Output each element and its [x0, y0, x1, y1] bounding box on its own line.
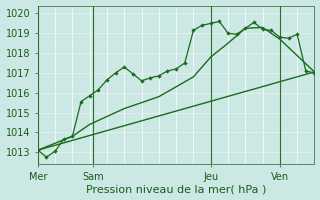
X-axis label: Pression niveau de la mer( hPa ): Pression niveau de la mer( hPa ) [86, 184, 266, 194]
